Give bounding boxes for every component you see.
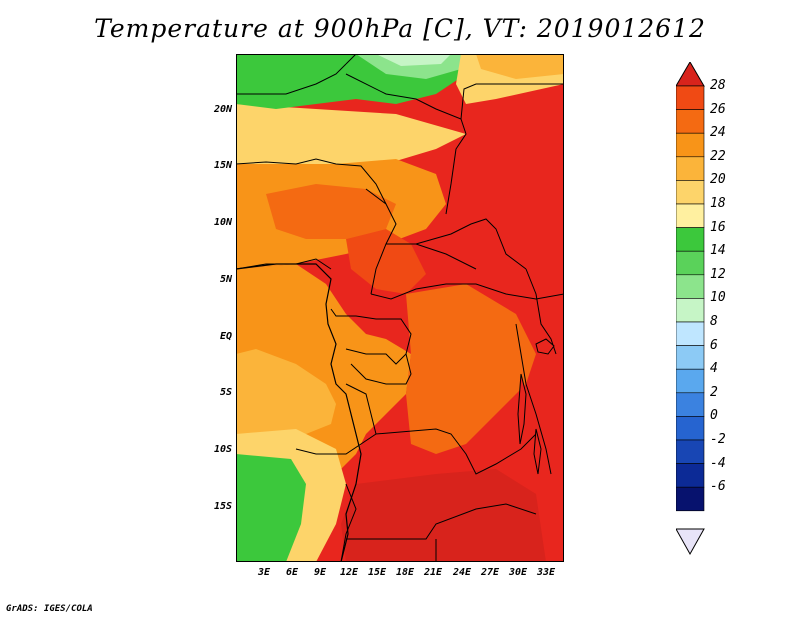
region-sahara-cyan (376, 54, 451, 66)
y-tick-label: EQ (219, 331, 232, 342)
colorbar-cell (676, 368, 705, 394)
y-tick-label: 20N (213, 104, 232, 115)
x-tick-label: 18E (395, 567, 415, 578)
colorbar-cell (676, 203, 705, 228)
region-north-orange (476, 54, 564, 79)
colorbar-label: 10 (710, 290, 726, 306)
x-tick-label: 24E (452, 567, 472, 578)
region-west-interior-24 (406, 284, 536, 454)
colorbar-label: 4 (710, 361, 718, 377)
colorbar-top-triangle (676, 62, 705, 87)
region-cameroon-26 (346, 229, 426, 294)
colorbar-cell (676, 486, 705, 512)
colorbar-cell (676, 463, 705, 488)
colorbar-cell (676, 227, 705, 252)
country-borders (236, 54, 564, 562)
colorbar-cell (676, 298, 705, 323)
x-tick-label: 9E (313, 567, 327, 578)
colorbar-label: 6 (710, 337, 718, 353)
colorbar-cell (676, 132, 705, 158)
colorbar: 28 26 24 22 20 18 16 14 12 10 8 6 4 2 0 -2 -4 -6 (676, 62, 796, 562)
region-nigeria-24 (266, 184, 396, 239)
colorbar-cell (676, 392, 705, 417)
colorbar-label: -2 (710, 432, 726, 447)
x-tick-label: 3E (257, 567, 271, 578)
x-tick-label: 21E (423, 567, 443, 578)
colorbar-cell (676, 439, 705, 464)
map-title: Temperature at 900hPa [C], VT: 201901261… (94, 14, 706, 43)
colorbar-cell (676, 109, 705, 134)
colorbar-cell (676, 85, 705, 110)
x-tick-label: 12E (339, 567, 359, 578)
region-zambia-hot (341, 469, 546, 562)
colorbar-bottom-triangle (676, 528, 705, 556)
y-tick-label: 5N (219, 274, 232, 285)
x-tick-label: 33E (536, 567, 556, 578)
x-tick-label: 30E (508, 567, 528, 578)
colorbar-label: 26 (710, 101, 726, 117)
colorbar-label: 2 (710, 384, 718, 400)
colorbar-label: 0 (710, 408, 718, 424)
x-tick-label: 15E (367, 567, 387, 578)
y-tick-label: 10S (213, 444, 232, 455)
colorbar-label: 18 (710, 196, 726, 211)
colorbar-cell (676, 416, 705, 441)
colorbar-cell (676, 250, 705, 276)
lakes (517, 338, 555, 475)
colorbar-label: 12 (710, 266, 726, 282)
y-tick-label: 15S (213, 501, 232, 512)
colorbar-label: 20 (710, 172, 726, 188)
colorbar-label: 24 (710, 125, 726, 141)
y-tick-label: 10N (213, 217, 232, 228)
colorbar-cell (676, 321, 705, 346)
colorbar-label: 8 (710, 314, 718, 329)
y-tick-label: 15N (213, 160, 232, 171)
colorbar-cell (676, 345, 705, 370)
colorbar-label: 22 (710, 148, 726, 164)
region-sahel-yellow (236, 104, 466, 179)
y-tick-label: 5S (219, 387, 232, 398)
colorbar-cell (676, 156, 705, 181)
colorbar-label: -4 (710, 455, 726, 471)
colorbar-cell (676, 180, 705, 205)
footer-credit: GrADS: IGES/COLA (6, 604, 93, 614)
coastline (236, 263, 362, 562)
map-frame (236, 54, 564, 562)
region-namibia-green (236, 454, 306, 562)
temperature-map (236, 54, 564, 562)
colorbar-cell (676, 274, 705, 299)
colorbar-label: -6 (710, 479, 726, 495)
colorbar-label: 16 (710, 219, 726, 235)
x-tick-label: 27E (480, 567, 500, 578)
colorbar-label: 14 (710, 243, 726, 259)
region-coast-light (236, 349, 336, 449)
colorbar-label: 28 (710, 78, 726, 93)
x-tick-label: 6E (285, 567, 299, 578)
